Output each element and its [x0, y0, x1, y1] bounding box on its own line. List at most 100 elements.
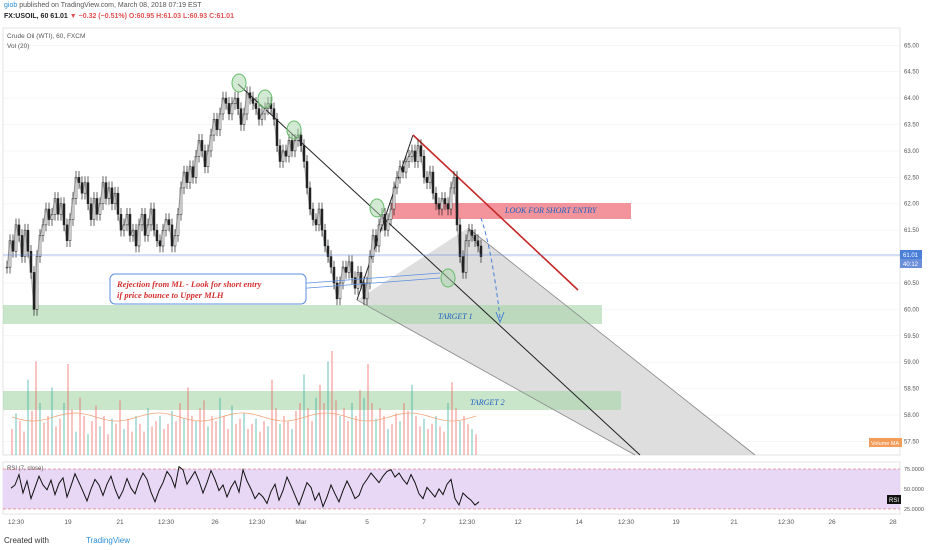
callout-line-1: Rejection from ML - Look for short entry: [116, 279, 262, 289]
volume-bar: [451, 382, 453, 455]
candle-body: [347, 261, 351, 273]
short-entry-label: LOOK FOR SHORT ENTRY: [504, 206, 598, 215]
volume-bar: [423, 418, 425, 455]
volume-bar: [147, 408, 149, 455]
time-axis[interactable]: 12:30 19 21 12:30 26 12:30 Mar 5 7 12:30 12 14 12:30…: [8, 519, 897, 526]
candle-body: [278, 145, 282, 162]
volume-bar: [219, 397, 221, 455]
candle-body: [125, 214, 129, 226]
volume-bar: [355, 416, 357, 455]
candle-body: [467, 229, 471, 241]
volume-bar: [39, 403, 41, 455]
candle-body: [248, 92, 252, 99]
price-chart[interactable]: Rejection from ML - Look for short entry…: [0, 0, 932, 530]
volume-bars: [11, 351, 477, 455]
time-tick-label: 21: [730, 519, 738, 526]
volume-bar: [211, 416, 213, 455]
volume-bar: [275, 408, 277, 455]
price-tick-label: 62.50: [904, 175, 920, 181]
price-tick-label: 59.50: [904, 334, 920, 340]
candle-body: [44, 208, 48, 226]
candle-body: [206, 150, 210, 168]
volume-bar: [371, 403, 373, 455]
candle-body: [407, 155, 411, 162]
volume-bar: [195, 421, 197, 455]
volume-bar: [347, 421, 349, 455]
candle-body: [239, 108, 243, 125]
lower-parallel-line: [356, 299, 636, 456]
volume-bar: [119, 400, 121, 455]
candle-body: [299, 134, 303, 146]
candle-body: [449, 187, 453, 210]
volume-bar: [115, 423, 117, 455]
volume-bar: [187, 387, 189, 455]
volume-bar: [99, 426, 101, 455]
volume-bar: [35, 361, 37, 455]
volume-bar: [359, 390, 361, 455]
candle-body: [116, 192, 120, 215]
volume-bar: [379, 408, 381, 455]
volume-bar: [175, 421, 177, 455]
volume-ma-line: [11, 412, 477, 422]
volume-bar: [415, 416, 417, 455]
candle-body: [53, 198, 57, 215]
rsi-tick-label: 25.0000: [904, 507, 924, 513]
candle-body: [158, 240, 162, 247]
candle-body: [476, 240, 480, 247]
volume-bar: [59, 418, 61, 455]
callout-box: [109, 273, 307, 305]
candle-body: [227, 103, 231, 115]
price-tick-label: 65.00: [904, 43, 920, 49]
volume-bar: [23, 431, 25, 455]
candle-body: [281, 150, 285, 162]
volume-bar: [455, 408, 457, 455]
candle-body: [371, 235, 375, 257]
volume-bar: [171, 410, 173, 455]
volume-bar: [439, 426, 441, 455]
candle-body: [272, 108, 276, 120]
candle-body: [11, 240, 15, 252]
author-link[interactable]: giob: [4, 2, 18, 9]
candle-body: [473, 235, 477, 241]
countdown-tag: [900, 259, 922, 268]
volume-bar: [383, 416, 385, 455]
candle-body: [152, 208, 156, 231]
touch-marker: [257, 89, 273, 109]
price-tick-label: 60.50: [904, 281, 920, 287]
price-tick-label: 58.00: [904, 413, 920, 419]
time-tick-label: 28: [889, 519, 897, 526]
volume-ma-tag-text: Volume MA: [871, 441, 899, 447]
candle-body: [470, 229, 474, 236]
published-text: published on TradingView.com, March 08, …: [19, 2, 202, 9]
candle-body: [68, 219, 72, 241]
volume-bar: [367, 364, 369, 455]
candle-body: [416, 145, 420, 162]
price-tick-label: 64.00: [904, 96, 920, 102]
candle-body: [188, 166, 192, 183]
volume-bar: [207, 426, 209, 455]
volume-bar: [67, 364, 69, 455]
candle-body: [86, 182, 90, 204]
price-axis[interactable]: 65.00 64.50 64.00 63.50 63.00 62.50 62.00 61.50…: [904, 43, 920, 445]
time-tick-label: 12:30: [778, 519, 795, 526]
candle-body: [179, 187, 183, 215]
volume-bar: [223, 416, 225, 455]
candle-body: [182, 171, 186, 189]
volume-bar: [351, 403, 353, 455]
candle-body: [137, 224, 141, 247]
candle-body: [74, 177, 78, 199]
volume-bar: [315, 397, 317, 455]
candle-body: [401, 166, 405, 173]
tradingview-link[interactable]: TradingView: [86, 536, 131, 545]
candle-body: [446, 203, 450, 210]
candle-body: [434, 192, 438, 204]
candle-body: [77, 177, 81, 183]
open-value: O:60.95: [128, 13, 155, 20]
candle-body: [173, 235, 177, 247]
touch-marker: [369, 198, 385, 218]
time-tick-label: 26: [211, 519, 219, 526]
volume-bar: [135, 416, 137, 455]
time-tick-label: 7: [422, 519, 426, 526]
close-value: C:61.01: [209, 13, 234, 20]
candle-body: [245, 92, 249, 115]
